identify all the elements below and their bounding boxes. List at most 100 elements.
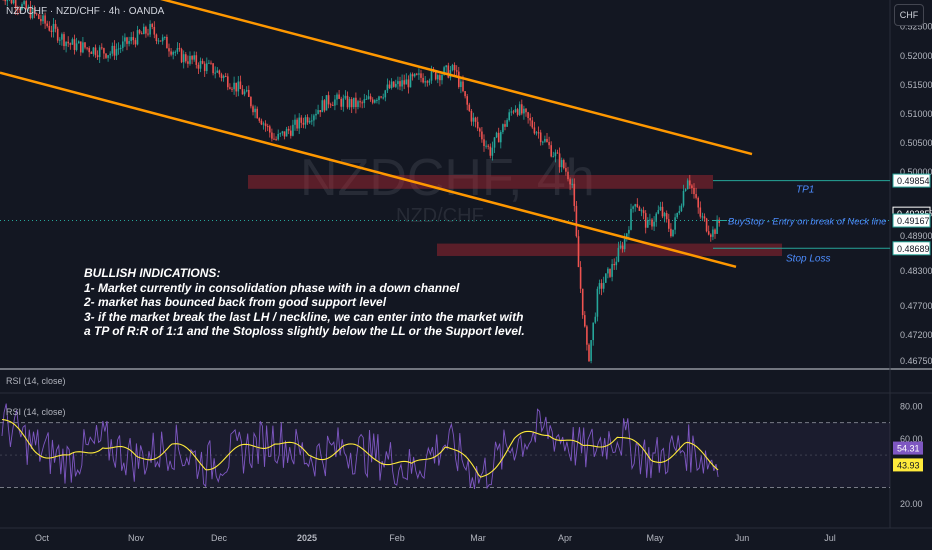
candle-body [556, 152, 559, 154]
candle-body [615, 261, 618, 266]
candle-body [693, 188, 695, 195]
candles [2, 0, 720, 364]
time-tick-label: Dec [211, 533, 228, 543]
notes-line: 3- if the market break the last LH / nec… [84, 309, 524, 324]
candle-body [178, 48, 181, 50]
rsi-ma-line [1, 418, 719, 478]
price-badge-text: 0.49167 [897, 216, 930, 226]
candle-body [168, 48, 170, 52]
candle-body [481, 131, 483, 140]
candle-body [716, 219, 718, 234]
candle-body [441, 74, 443, 81]
candle-body [98, 47, 101, 58]
candle-body [539, 132, 542, 143]
candle-body [353, 97, 355, 108]
candle-body [75, 43, 78, 50]
candle-body [235, 82, 237, 92]
price-badge-text: 0.48689 [897, 244, 930, 254]
candle-body [195, 55, 198, 65]
candle-body [413, 73, 416, 77]
candle-body [380, 96, 382, 98]
candle-body [563, 160, 565, 169]
candle-body [705, 218, 708, 232]
rsi-pane-label[interactable]: RSI (14, close) [6, 407, 66, 417]
candle-body [422, 77, 424, 83]
candle-body [197, 64, 200, 69]
candle-body [609, 268, 611, 277]
currency-button[interactable]: CHF [894, 4, 924, 26]
candle-body [493, 137, 496, 148]
candle-body [403, 80, 405, 85]
candle-body [103, 48, 105, 54]
candle-body [634, 204, 636, 207]
candle-body [621, 245, 624, 250]
candle-body [193, 55, 195, 60]
symbol-header[interactable]: NZDCHF · NZD/CHF · 4h · OANDA [6, 6, 165, 17]
candle-body [273, 138, 275, 140]
candle-body [203, 63, 206, 72]
candle-body [598, 283, 601, 289]
rsi-line [1, 403, 719, 490]
candle-body [594, 316, 597, 323]
candle-body [233, 82, 235, 90]
candle-body [40, 18, 42, 22]
candle-body [537, 132, 540, 134]
candle-body [44, 15, 46, 24]
candle-body [73, 39, 76, 50]
candle-body [579, 267, 582, 289]
candle-body [378, 96, 380, 101]
candle-body [447, 65, 450, 78]
candle-body [319, 110, 321, 113]
candle-body [512, 111, 515, 113]
candle-body [542, 141, 544, 143]
candle-body [453, 64, 456, 71]
candle-body [283, 131, 286, 137]
candle-body [52, 23, 55, 32]
candle-body [451, 64, 454, 71]
candle-body [548, 142, 550, 146]
candle-body [590, 340, 592, 362]
price-badge [892, 173, 931, 188]
candle-body [77, 41, 80, 44]
candle-body [101, 47, 103, 49]
candle-body [682, 191, 685, 206]
candle-body [96, 55, 99, 58]
candle-body [126, 37, 128, 44]
candle-body [569, 179, 571, 185]
candle-body [640, 210, 643, 212]
candle-body [392, 81, 395, 87]
candle-body [374, 100, 376, 103]
candle-body [531, 120, 534, 128]
candle-body [510, 111, 513, 113]
candle-body [145, 26, 147, 34]
candle-body [14, 0, 17, 9]
candle-body [443, 67, 445, 75]
candle-body [271, 132, 273, 139]
tp-label: TP1 [796, 185, 814, 196]
candle-body [558, 153, 561, 168]
rsi-header-label[interactable]: RSI (14, close) [6, 376, 66, 386]
candle-body [281, 131, 284, 134]
stop-label: Stop Loss [786, 253, 830, 264]
candle-body [92, 47, 95, 54]
candle-body [306, 117, 309, 123]
candle-body [25, 1, 27, 9]
candle-body [46, 23, 48, 26]
price-tick-label: 0.52000 [900, 51, 932, 61]
candle-body [476, 121, 479, 129]
candle-body [214, 72, 216, 74]
candle-body [140, 33, 143, 35]
price-badge [892, 213, 931, 228]
candle-body [395, 83, 397, 87]
rsi-tick-label: 20.00 [900, 499, 923, 509]
candle-body [371, 99, 374, 103]
watermark-symbol: NZDCHF, 4h [300, 149, 595, 207]
candle-body [691, 185, 693, 189]
time-tick-label: Apr [558, 533, 572, 543]
candle-body [600, 283, 603, 289]
candle-body [483, 139, 485, 146]
candle-body [21, 4, 23, 10]
candle-body [619, 245, 622, 248]
rsi-tick-label: 80.00 [900, 401, 923, 411]
